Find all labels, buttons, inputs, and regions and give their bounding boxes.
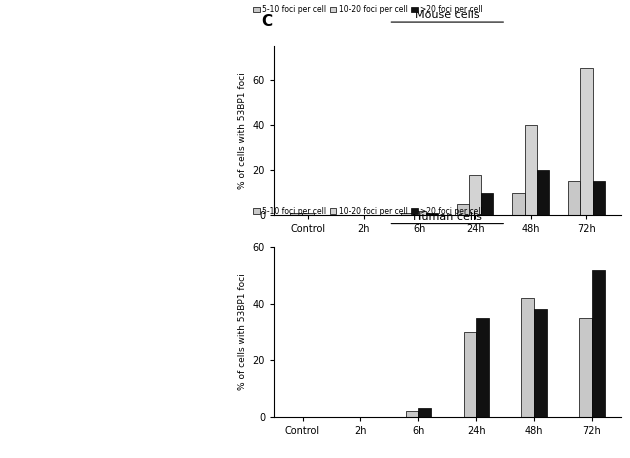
Text: C: C (261, 14, 273, 29)
Bar (413, 211, 426, 215)
Bar (580, 68, 593, 215)
Bar (418, 409, 431, 417)
Bar (512, 193, 525, 215)
Y-axis label: % of cells with 53BP1 foci: % of cells with 53BP1 foci (238, 72, 247, 189)
Bar (457, 204, 469, 215)
Bar (469, 174, 481, 215)
Bar (426, 213, 438, 215)
Bar (593, 181, 605, 215)
Bar (522, 298, 534, 417)
Bar (568, 181, 580, 215)
Bar (302, 213, 314, 215)
Bar (406, 411, 418, 417)
Text: Human cells: Human cells (413, 212, 482, 222)
Bar (290, 213, 302, 215)
Bar (481, 193, 493, 215)
Bar (534, 310, 547, 417)
Bar (592, 270, 605, 417)
Bar (464, 332, 476, 417)
Bar (401, 213, 413, 215)
Legend: 5-10 foci per cell, 10-20 foci per cell, >20 foci per cell: 5-10 foci per cell, 10-20 foci per cell,… (250, 2, 486, 17)
Text: Mouse cells: Mouse cells (415, 11, 479, 21)
Bar (580, 318, 592, 417)
Bar (537, 170, 549, 215)
Legend: 5-10 foci per cell, 10-20 foci per cell, >20 foci per cell: 5-10 foci per cell, 10-20 foci per cell,… (250, 204, 486, 219)
Bar (525, 125, 537, 215)
Bar (476, 318, 489, 417)
Y-axis label: % of cells with 53BP1 foci: % of cells with 53BP1 foci (238, 274, 247, 390)
